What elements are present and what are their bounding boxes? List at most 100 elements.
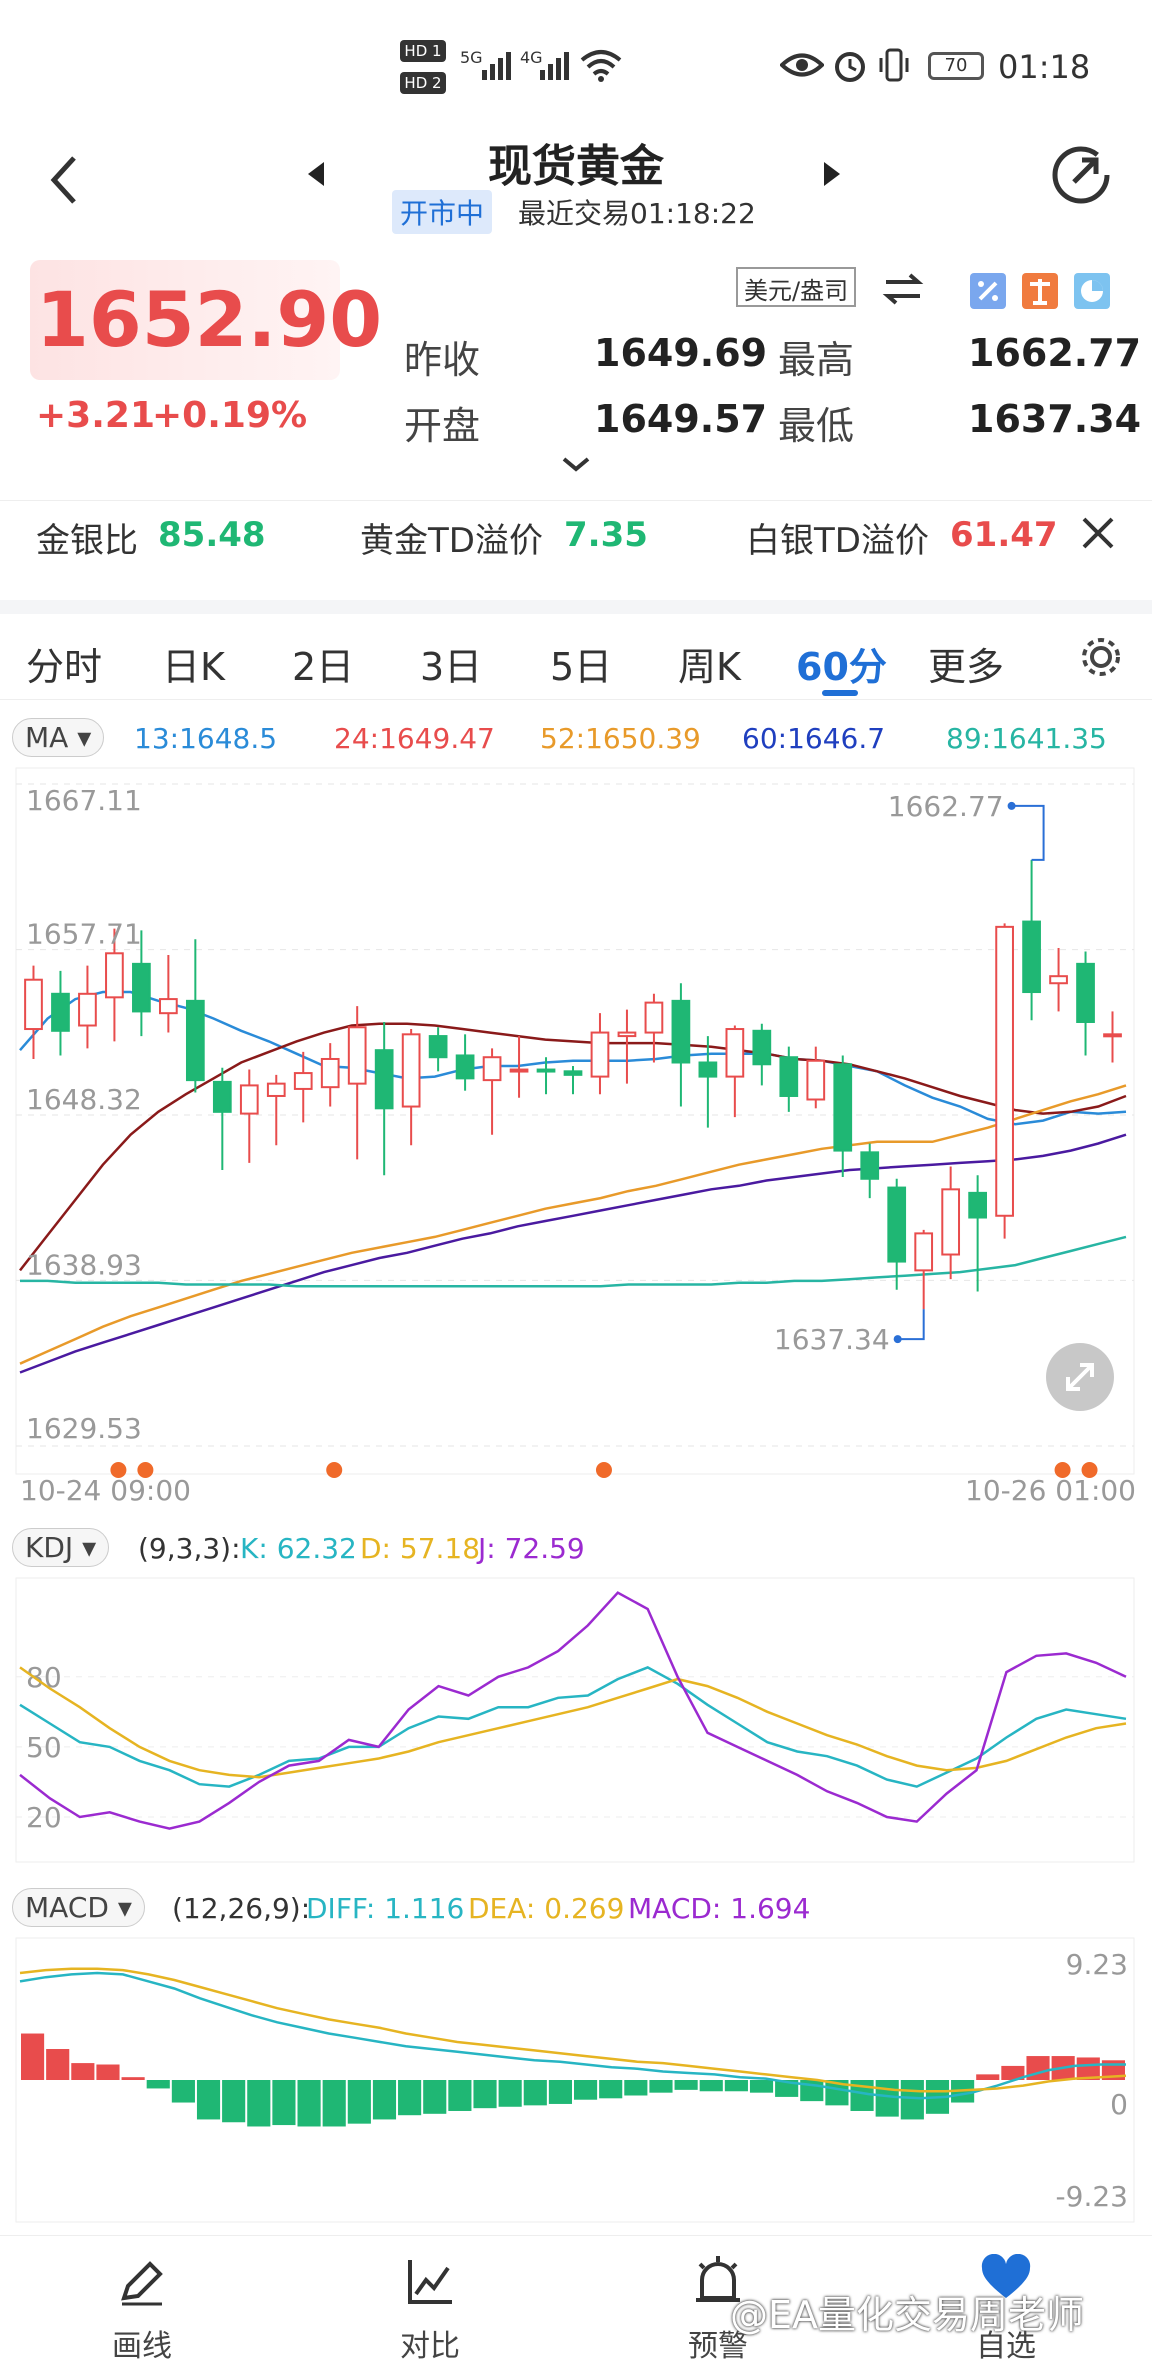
candle [185, 939, 205, 1093]
candlestick-chart[interactable]: 1667.11 1657.71 1648.32 1638.93 1629.53 10-24… [0, 760, 1152, 1520]
candle [644, 993, 664, 1063]
candle-body [887, 1186, 907, 1263]
tab-daily-k[interactable]: 日K [162, 645, 225, 689]
price-box [30, 260, 340, 380]
macd-bar [448, 2080, 472, 2111]
kdj-selector[interactable]: KDJ ▾ [12, 1528, 110, 1567]
nav-favorite[interactable]: 自选 [916, 2236, 1096, 2377]
low-marker-dot [893, 1335, 902, 1344]
refresh-icon[interactable] [1050, 144, 1112, 206]
candle-body [78, 992, 97, 1027]
gold-silver-label: 金银比 [36, 521, 138, 561]
active-tab-indicator [822, 690, 858, 696]
candle [536, 1057, 556, 1095]
pen-icon [121, 2261, 163, 2306]
macd-bar [699, 2080, 723, 2092]
candle-body [509, 1068, 529, 1073]
candle [671, 983, 691, 1107]
candle [887, 1178, 907, 1290]
nav-draw[interactable]: 画线 [52, 2236, 232, 2377]
open-label: 开盘 [404, 404, 481, 448]
y-tick-label: 1648.32 [26, 1083, 142, 1116]
candle-body [428, 1035, 448, 1059]
current-price: 1652.90 [36, 275, 383, 364]
macd-bar [398, 2080, 422, 2116]
tab-60min[interactable]: 60分 [796, 645, 887, 689]
expand-chevron-icon[interactable] [560, 455, 592, 475]
kdj-k: K: 62.32 [240, 1532, 357, 1565]
gold-td-value: 7.35 [564, 515, 648, 555]
kdj-params: (9,3,3): [138, 1532, 241, 1565]
calculator-icon[interactable] [970, 273, 1006, 309]
candle-body [644, 1001, 664, 1034]
tab-fenshi[interactable]: 分时 [26, 645, 103, 689]
nav-alert[interactable]: 预警 [628, 2236, 808, 2377]
candle-body [833, 1063, 853, 1152]
candle-body [239, 1084, 259, 1115]
candle-body [51, 992, 70, 1032]
y-tick-label: 1657.71 [26, 918, 142, 951]
macd-bar [297, 2080, 321, 2127]
tower-icon[interactable] [1022, 273, 1058, 309]
prev-close-value: 1649.69 [594, 331, 768, 375]
candle-body [374, 1049, 394, 1110]
candle-body [293, 1072, 313, 1090]
tab-more[interactable]: 更多 [928, 645, 1005, 689]
ma-line-24 [19, 1022, 1127, 1272]
tab-5day[interactable]: 5日 [550, 645, 613, 689]
ma-selector[interactable]: MA ▾ [12, 718, 105, 757]
candle [725, 1025, 745, 1118]
candle [995, 923, 1014, 1239]
tab-2day[interactable]: 2日 [292, 645, 355, 689]
nav-compare[interactable]: 对比 [340, 2236, 520, 2377]
ma13-value: 13:1648.5 [134, 722, 278, 755]
silver-td-label: 白银TD溢价 [746, 521, 929, 561]
candle-body [563, 1070, 583, 1076]
kdj-d: D: 57.18 [360, 1532, 481, 1565]
last-trade-time: 最近交易01:18:22 [518, 197, 756, 230]
macd-bar [749, 2080, 774, 2093]
event-dot [1081, 1462, 1098, 1478]
prev-instrument-icon[interactable] [304, 156, 328, 192]
macd-bar [1076, 2057, 1100, 2080]
candle-body [995, 925, 1014, 1217]
candle-body [185, 999, 205, 1082]
close-icon[interactable] [1080, 515, 1116, 551]
candle [347, 1006, 367, 1160]
bottom-nav: 画线 对比 预警 自选 @EA量化交易周老师 [0, 2235, 1152, 2376]
candle [132, 930, 151, 1037]
compare-icon [408, 2260, 452, 2304]
macd-params: (12,26,9): [172, 1892, 311, 1925]
unit-selector[interactable]: 美元/盎司 [736, 267, 857, 307]
candle [806, 1046, 826, 1109]
candle [455, 1034, 475, 1091]
candle [51, 970, 70, 1056]
nav-compare-label: 对比 [400, 2329, 460, 2364]
price-change-pct: +0.19% [152, 395, 308, 436]
candle-body [590, 1031, 610, 1078]
tab-3day[interactable]: 3日 [420, 645, 483, 689]
back-arrow-icon[interactable] [44, 150, 84, 210]
candle [1103, 1011, 1122, 1063]
kdj-chart: 80 50 20 [15, 1577, 1135, 1863]
vibrate-icon [879, 48, 909, 82]
pie-chart-icon[interactable] [1074, 273, 1110, 309]
macd-value: MACD: 1.694 [628, 1892, 811, 1925]
gear-icon[interactable] [1078, 634, 1124, 680]
macd-bar [498, 2080, 522, 2107]
macd-bar [46, 2049, 70, 2080]
tab-weekly-k[interactable]: 周K [678, 645, 741, 689]
event-dot [595, 1462, 612, 1478]
low-annotation: 1637.34 [774, 1323, 890, 1356]
kdj-line-K [19, 1666, 1127, 1788]
macd-bar [96, 2064, 120, 2080]
candle [374, 1021, 394, 1176]
macd-bar [196, 2080, 221, 2120]
candle-body [941, 1188, 961, 1256]
macd-selector[interactable]: MACD ▾ [12, 1888, 145, 1927]
swap-icon[interactable] [882, 271, 924, 307]
gold-td-label: 黄金TD溢价 [360, 521, 543, 561]
candle [293, 1051, 313, 1123]
next-instrument-icon[interactable] [820, 156, 844, 192]
signal-bars-icon [482, 52, 511, 80]
